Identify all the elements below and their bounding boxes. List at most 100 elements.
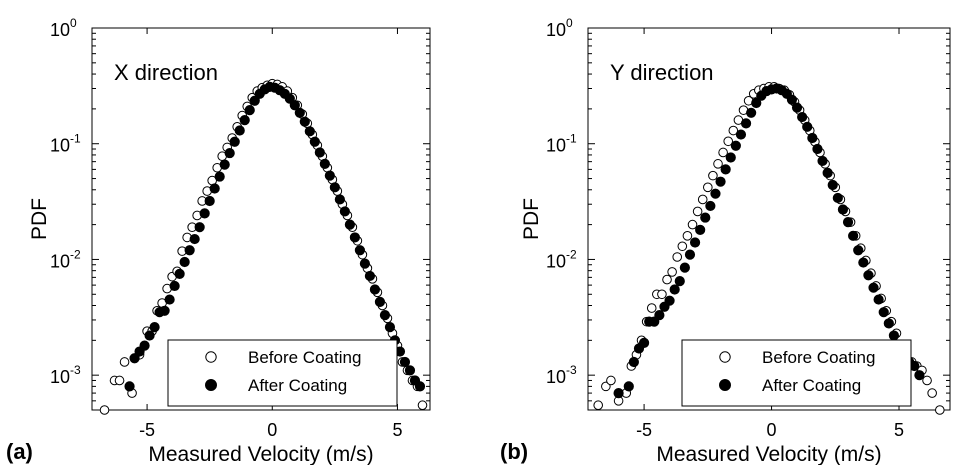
before-coating-point bbox=[657, 289, 667, 300]
before-coating-point bbox=[114, 375, 125, 386]
after-coating-point bbox=[802, 121, 813, 132]
before-coating-point bbox=[708, 170, 718, 181]
after-coating-point bbox=[179, 256, 190, 268]
after-coating-point bbox=[369, 284, 381, 295]
y-tick-exponent: -3 bbox=[70, 363, 81, 377]
after-coating-point bbox=[786, 94, 798, 105]
after-coating-point bbox=[184, 245, 195, 256]
after-coating-point bbox=[399, 356, 411, 368]
y-tick-base: 10 bbox=[50, 136, 70, 156]
after-coating-point bbox=[224, 147, 235, 159]
y-tick-base: 10 bbox=[546, 136, 566, 156]
before-coating-point bbox=[677, 241, 688, 252]
direction-annotation: Y direction bbox=[610, 60, 714, 85]
legend: Before Coating After Coating bbox=[681, 339, 912, 407]
after-coating-point bbox=[848, 230, 859, 241]
before-coating-point bbox=[606, 375, 616, 386]
after-coating-point bbox=[244, 105, 255, 116]
y-tick-base: 10 bbox=[546, 251, 566, 271]
after-coating-point bbox=[817, 155, 828, 167]
before-coating-point bbox=[922, 375, 932, 386]
x-tick-label: -5 bbox=[636, 420, 652, 440]
after-coating-point bbox=[339, 206, 350, 217]
after-coating-point bbox=[329, 182, 340, 193]
legend: Before Coating After Coating bbox=[167, 339, 398, 407]
after-coating-point bbox=[807, 132, 818, 144]
before-coating-point bbox=[672, 252, 683, 262]
x-tick-label: 5 bbox=[894, 420, 904, 440]
before-coating-point bbox=[646, 303, 657, 313]
y-tick-label: 100 bbox=[546, 16, 573, 40]
after-coating-point bbox=[304, 126, 315, 137]
before-coating-point bbox=[99, 405, 110, 415]
after-coating-point bbox=[797, 111, 808, 123]
legend-label-before: Before Coating bbox=[762, 348, 875, 367]
x-tick-label: 5 bbox=[392, 420, 402, 440]
y-tick-label: 10-1 bbox=[50, 132, 81, 156]
after-coating-point bbox=[832, 192, 843, 204]
before-coating-point bbox=[687, 219, 698, 230]
x-tick-label: -5 bbox=[139, 420, 155, 440]
after-coating-point bbox=[695, 224, 706, 236]
after-coating-point bbox=[309, 136, 320, 147]
before-coating-point bbox=[692, 206, 703, 217]
after-coating-point bbox=[654, 310, 665, 321]
after-coating-point bbox=[623, 381, 634, 392]
after-coating-point bbox=[705, 200, 716, 212]
after-coating-point bbox=[873, 294, 884, 305]
after-coating-point bbox=[229, 136, 240, 147]
after-coating-point bbox=[858, 257, 869, 268]
before-coating-point bbox=[723, 136, 734, 147]
after-coating-point bbox=[189, 233, 200, 245]
y-tick-label: 10-2 bbox=[50, 247, 81, 271]
y-tick-exponent: 0 bbox=[566, 16, 573, 30]
after-coating-point bbox=[129, 353, 140, 364]
after-coating-point bbox=[720, 164, 731, 175]
after-coating-point bbox=[842, 217, 854, 228]
before-coating-point bbox=[703, 182, 713, 193]
x-axis-label: Measured Velocity (m/s) bbox=[148, 443, 373, 465]
after-coating-point bbox=[349, 232, 360, 243]
y-tick-exponent: -1 bbox=[566, 132, 577, 146]
y-tick-exponent: 0 bbox=[70, 16, 77, 30]
after-coating-point bbox=[359, 258, 371, 269]
after-coating-point bbox=[725, 152, 736, 163]
legend-label-before: Before Coating bbox=[248, 348, 361, 367]
after-coating-point bbox=[868, 282, 879, 293]
after-coating-point bbox=[751, 97, 762, 109]
after-coating-point bbox=[414, 381, 426, 392]
before-coating-point bbox=[593, 400, 603, 411]
before-coating-point bbox=[935, 405, 945, 415]
before-coating-point bbox=[119, 357, 130, 367]
after-coating-point bbox=[822, 167, 833, 178]
before-coating-point bbox=[728, 125, 739, 136]
after-coating-point bbox=[334, 194, 345, 205]
after-coating-point bbox=[174, 268, 185, 280]
after-coating-point bbox=[194, 222, 205, 233]
y-tick-label: 10-3 bbox=[546, 363, 577, 387]
after-coating-point bbox=[164, 294, 175, 305]
after-coating-point bbox=[234, 125, 245, 136]
legend-label-after: After Coating bbox=[762, 376, 861, 395]
y-tick-base: 10 bbox=[50, 367, 70, 387]
y-tick-base: 10 bbox=[50, 251, 70, 271]
y-tick-base: 10 bbox=[546, 20, 566, 40]
after-coating-point bbox=[628, 356, 639, 368]
legend-marker-before bbox=[719, 351, 731, 363]
after-coating-point bbox=[204, 195, 215, 207]
after-coating-point bbox=[289, 100, 300, 111]
after-coating-point bbox=[364, 270, 376, 282]
after-coating-point bbox=[730, 140, 741, 151]
y-tick-exponent: -3 bbox=[566, 363, 577, 377]
after-coating-point bbox=[740, 118, 752, 129]
before-coating-point bbox=[667, 267, 677, 277]
y-tick-exponent: -2 bbox=[70, 247, 81, 261]
after-coating-point bbox=[888, 330, 900, 341]
after-coating-point bbox=[149, 322, 160, 333]
series-after-coating bbox=[124, 81, 426, 392]
after-coating-point bbox=[669, 284, 680, 295]
after-coating-point bbox=[689, 237, 701, 248]
panel-label: (b) bbox=[500, 439, 528, 464]
x-tick-label: 0 bbox=[767, 420, 777, 440]
